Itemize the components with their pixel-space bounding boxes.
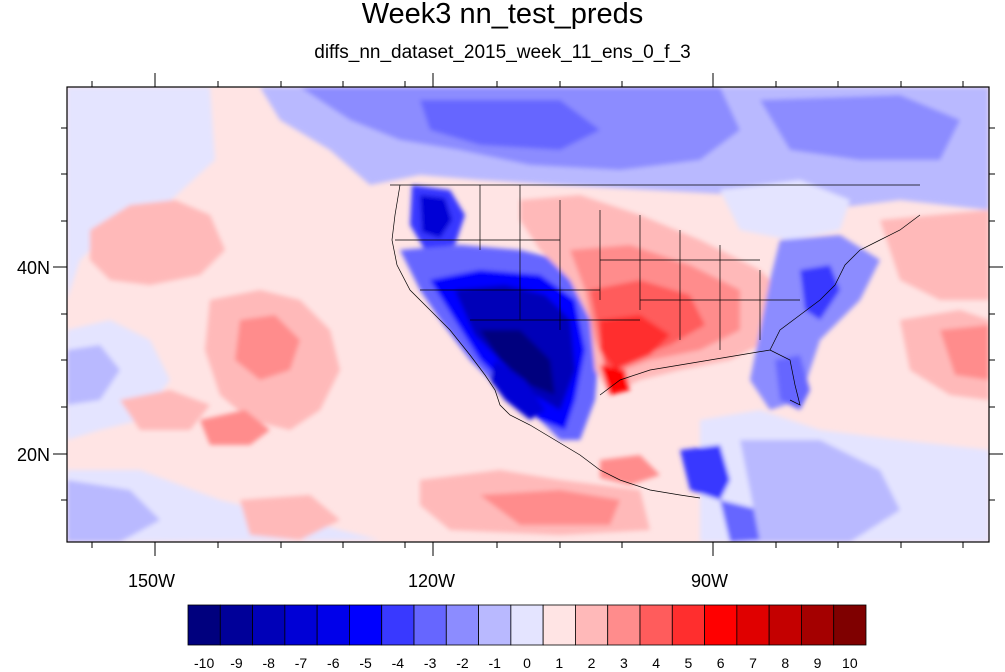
contour-field [67,87,989,542]
colorbar-swatch [219,604,253,646]
contour-blobs [67,87,989,542]
colorbar-swatch [801,604,835,646]
lon-label-150w: 150W [128,571,176,591]
lat-label-40n: 40N [16,258,50,278]
colorbar-label: 3 [619,655,628,671]
colorbar-swatch [704,604,738,646]
plot-title: Week3 nn_test_preds [361,0,644,30]
colorbar-swatch [478,604,512,646]
colorbar-label: 5 [684,655,693,671]
colorbar-label: 6 [716,655,725,671]
colorbar-swatch [413,604,447,646]
colorbar-swatch [639,604,673,646]
lon-label-90w: 90W [691,571,729,591]
colorbar-label: -4 [391,655,405,671]
colorbar-label: 10 [842,655,858,671]
colorbar-label: 2 [587,655,596,671]
lat-label-20n: 20N [16,445,50,465]
colorbar-label: 0 [523,655,531,671]
colorbar-label: 1 [555,655,564,671]
colorbar-label: 9 [813,655,822,671]
colorbar-label: -7 [294,655,308,671]
colorbar-swatch [349,604,383,646]
colorbar-label: -2 [456,655,469,671]
colorbar-label: -10 [194,655,215,671]
plot-subtitle: diffs_nn_dataset_2015_week_11_ens_0_f_3 [314,42,691,63]
colorbar-swatch [445,604,479,646]
lon-label-120w: 120W [408,571,456,591]
colorbar-swatch [542,604,576,646]
colorbar [187,604,867,646]
colorbar-swatch [736,604,770,646]
colorbar-swatch [671,604,705,646]
colorbar-swatch [381,604,415,646]
colorbar-label: 8 [781,655,790,671]
colorbar-label: -9 [230,655,243,671]
lon-ticks [91,73,964,556]
colorbar-label: 4 [652,655,661,671]
coastlines [390,184,921,499]
colorbar-swatch [252,604,286,646]
colorbar-label: -6 [327,655,340,671]
colorbar-label: -8 [262,655,275,671]
colorbar-swatch [284,604,318,646]
colorbar-swatch [768,604,802,646]
lat-ticks [53,127,1003,501]
colorbar-swatch [833,604,867,646]
colorbar-swatch [187,604,221,646]
colorbar-swatch [607,604,641,646]
colorbar-swatch [316,604,350,646]
colorbar-swatch [510,604,544,646]
colorbar-label: -3 [423,655,437,671]
colorbar-label: 7 [749,655,757,671]
colorbar-label: -1 [488,655,501,671]
colorbar-swatch [575,604,609,646]
colorbar-label: -5 [359,655,372,671]
